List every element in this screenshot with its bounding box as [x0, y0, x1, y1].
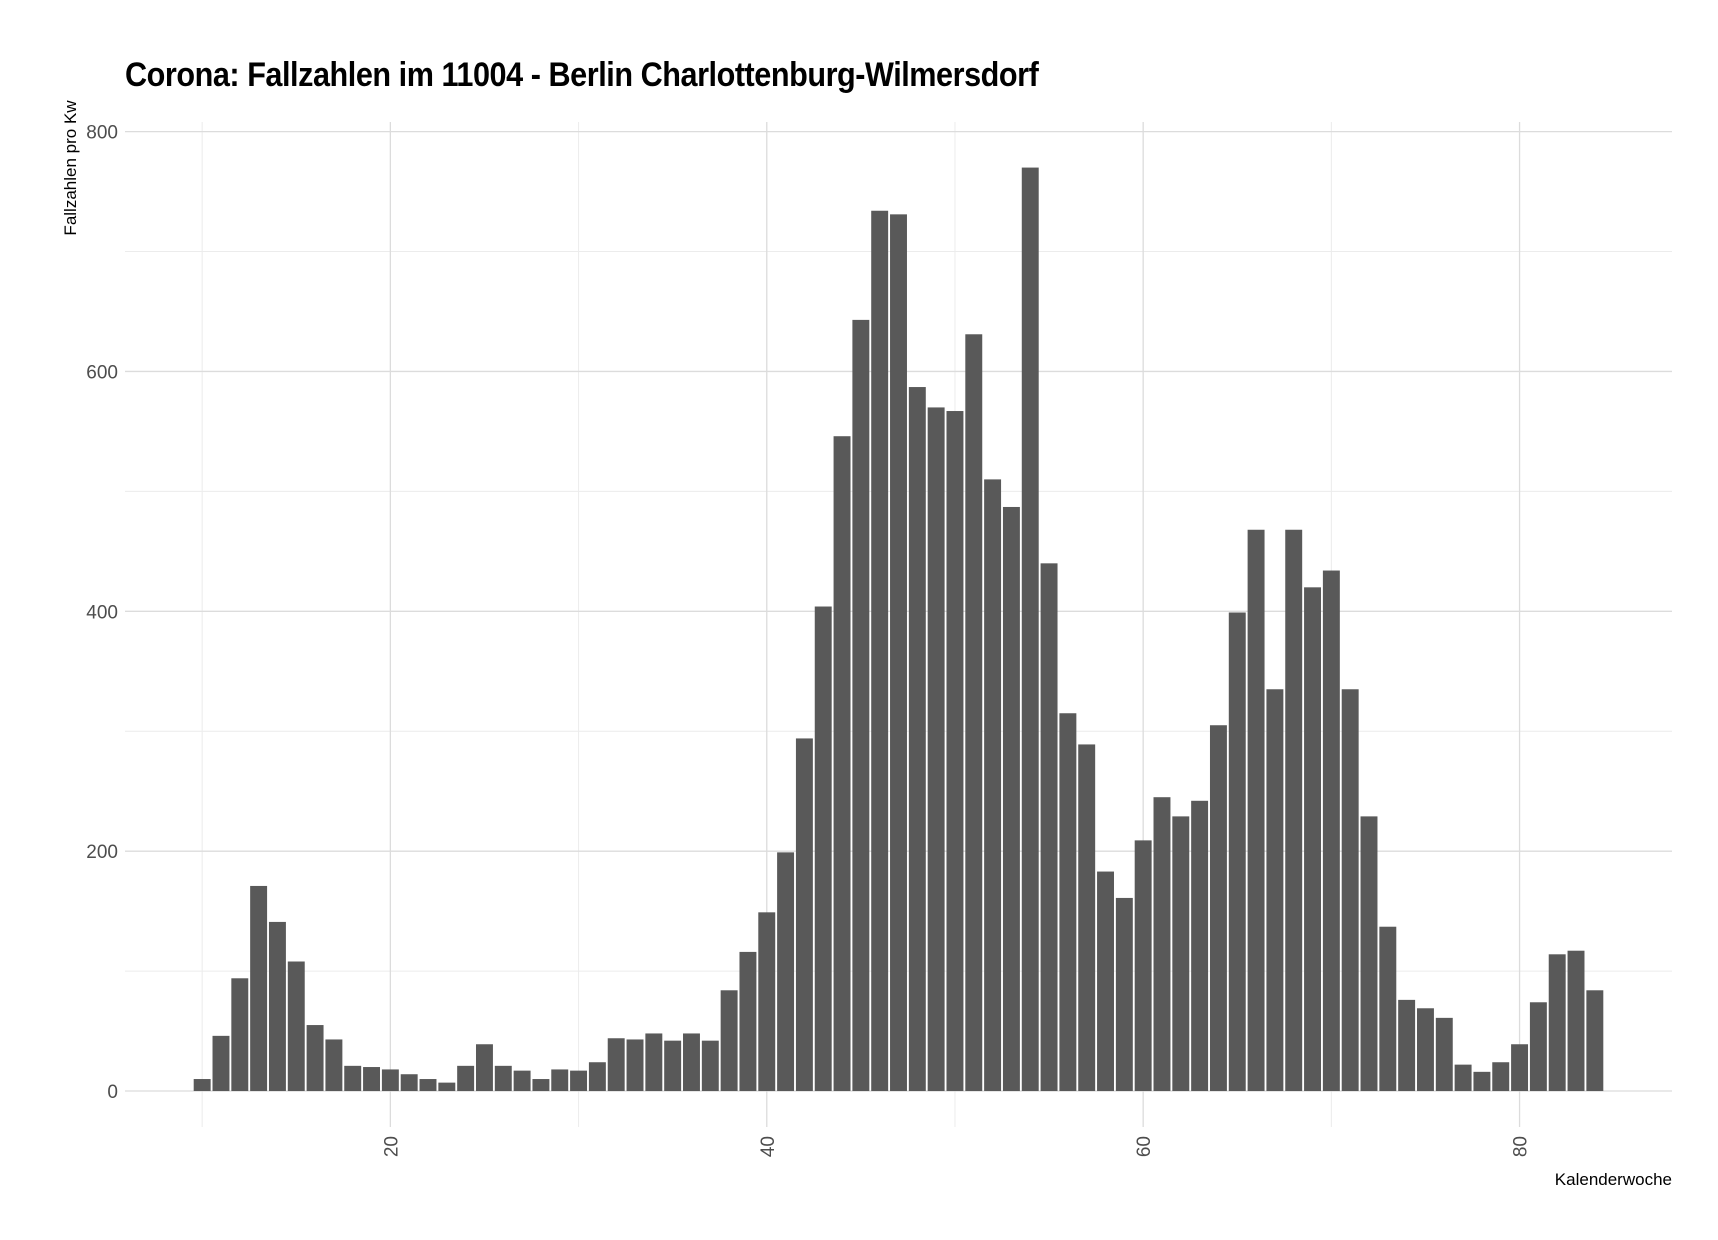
bar: [1153, 797, 1171, 1092]
bar: [1360, 816, 1378, 1092]
bar: [946, 411, 964, 1092]
bar: [965, 334, 983, 1092]
bar: [1416, 1008, 1434, 1092]
bar: [193, 1079, 211, 1092]
y-tick-label: 200: [86, 842, 118, 863]
bar: [758, 912, 776, 1092]
bar: [1473, 1071, 1491, 1092]
bar: [1548, 954, 1566, 1092]
bar: [344, 1065, 362, 1092]
bar: [1379, 926, 1397, 1092]
bar: [1059, 713, 1077, 1092]
bar: [833, 436, 851, 1092]
bars: [193, 167, 1604, 1092]
bar: [475, 1044, 493, 1092]
bar: [457, 1065, 475, 1092]
bar: [419, 1079, 437, 1092]
bar: [1529, 1002, 1547, 1092]
bar: [1209, 725, 1227, 1092]
bar: [1586, 990, 1604, 1092]
bar: [1097, 871, 1114, 1092]
bar: [212, 1035, 230, 1092]
bar: [984, 479, 1002, 1092]
bar: [1341, 689, 1359, 1092]
bar: [664, 1040, 682, 1092]
bar: [1454, 1064, 1472, 1092]
x-tick-label: 80: [1511, 1136, 1532, 1157]
y-tick-label: 600: [86, 362, 118, 383]
bar: [626, 1039, 644, 1092]
bar: [1134, 840, 1152, 1092]
bar: [1285, 529, 1303, 1092]
bar: [1040, 563, 1058, 1092]
bar: [381, 1069, 399, 1092]
bar: [1191, 800, 1209, 1092]
bar: [1398, 999, 1416, 1092]
bar: [739, 951, 757, 1092]
bar: [720, 990, 738, 1092]
bar: [1511, 1044, 1529, 1092]
bar: [927, 407, 945, 1092]
bar: [890, 214, 907, 1092]
bar: [1002, 506, 1020, 1092]
bar: [532, 1079, 550, 1092]
bar: [513, 1070, 531, 1092]
bar: [268, 921, 286, 1092]
bar: [1266, 689, 1284, 1092]
bar: [701, 1040, 719, 1092]
bar: [551, 1069, 569, 1092]
bar: [777, 852, 795, 1092]
y-tick-label: 400: [86, 602, 118, 623]
bar: [814, 606, 832, 1092]
y-tick-labels: 0 200 400 600 800: [86, 123, 118, 1103]
bar: [588, 1062, 606, 1092]
bar: [1228, 612, 1246, 1092]
bar: [306, 1025, 324, 1092]
bar: [908, 387, 926, 1092]
bar: [1322, 570, 1340, 1092]
y-tick-label: 800: [86, 123, 118, 144]
bar: [400, 1074, 418, 1092]
x-tick-label: 40: [758, 1136, 779, 1157]
bar: [325, 1039, 343, 1092]
chart-title: Corona: Fallzahlen im 11004 - Berlin Cha…: [125, 56, 1039, 94]
y-axis-label: Fallzahlen pro Kw: [61, 100, 80, 236]
bar: [1021, 167, 1039, 1092]
bar: [1172, 816, 1190, 1092]
bar: [795, 738, 813, 1092]
bar: [1567, 950, 1585, 1092]
bar: [1304, 587, 1322, 1092]
bar: [494, 1065, 512, 1092]
bar: [607, 1038, 625, 1092]
bar: [1492, 1062, 1510, 1092]
bar: [645, 1033, 663, 1092]
bar: [1435, 1017, 1453, 1092]
bar: [570, 1070, 588, 1092]
bar: [231, 978, 249, 1092]
bar: [1078, 744, 1096, 1092]
x-tick-labels: 20 40 60 80: [381, 1136, 1531, 1157]
bar: [1115, 897, 1133, 1092]
x-tick-label: 20: [381, 1136, 402, 1157]
x-axis-label: Kalenderwoche: [1555, 1170, 1672, 1189]
bar: [438, 1082, 456, 1092]
bar: [852, 319, 870, 1092]
y-tick-label: 0: [107, 1082, 118, 1103]
x-tick-label: 60: [1134, 1136, 1155, 1157]
bar: [1247, 529, 1265, 1092]
bar: [871, 210, 889, 1092]
bar: [683, 1033, 700, 1092]
bar: [250, 885, 268, 1092]
bar: [287, 961, 305, 1092]
bar: [363, 1067, 381, 1092]
